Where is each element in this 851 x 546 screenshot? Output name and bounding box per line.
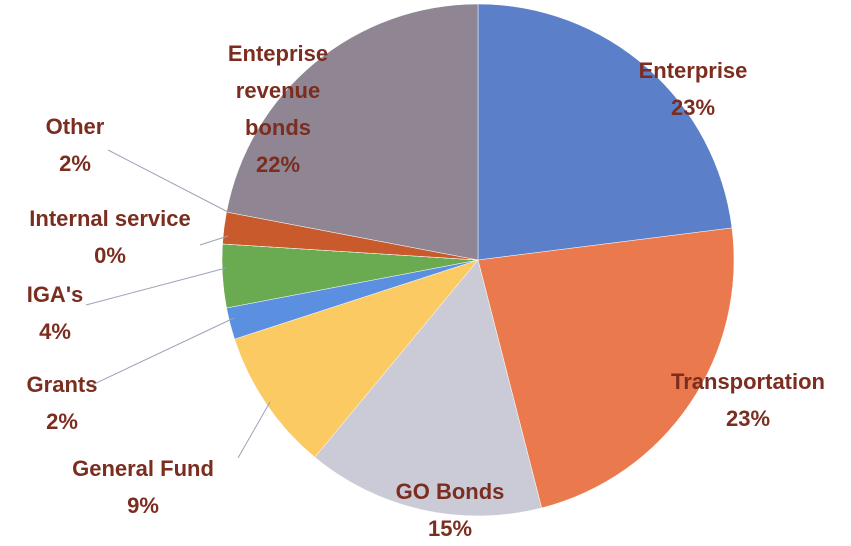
category-label: Transportation (671, 369, 825, 394)
labels: Enterprise 23% Transportation 23% GO Bonds 15… (27, 41, 825, 541)
value-label: 22% (256, 152, 300, 177)
pie-slice (234, 259, 479, 458)
category-label: General Fund (72, 456, 214, 481)
value-label: 23% (671, 95, 715, 120)
category-label: Enterprise (639, 58, 748, 83)
category-label: Other (46, 114, 105, 139)
pie-slice (477, 227, 735, 509)
leader-line (85, 267, 227, 306)
pie-slice (477, 3, 733, 261)
leader-line (237, 401, 271, 459)
category-label: IGA's (27, 282, 84, 307)
leader-line (199, 235, 229, 246)
value-label: 2% (46, 409, 78, 434)
value-label: 2% (59, 151, 91, 176)
pie (221, 3, 735, 517)
category-label: Enteprise revenue bonds (228, 41, 328, 140)
pie-slice (226, 3, 479, 261)
category-label: Grants (27, 372, 98, 397)
leader-lines (85, 149, 271, 459)
value-label: 15% (428, 516, 472, 541)
value-label: 4% (39, 319, 71, 344)
leader-line (91, 317, 235, 386)
value-label: 9% (127, 493, 159, 518)
category-label: Internal service (29, 206, 190, 231)
leader-line (107, 149, 229, 213)
value-label: 0% (94, 243, 126, 268)
pie-slice (314, 259, 542, 517)
category-label: GO Bonds (396, 479, 505, 504)
value-label: 23% (726, 406, 770, 431)
